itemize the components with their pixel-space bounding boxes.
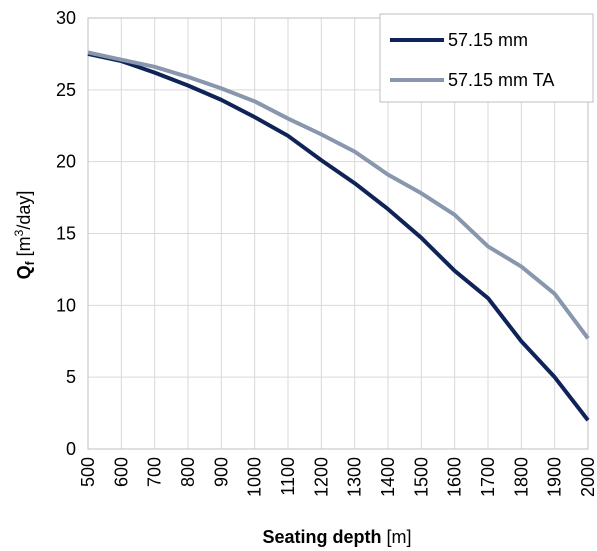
x-tick-label: 1700	[478, 457, 498, 497]
y-axis-title-unit-pre: [m	[14, 236, 34, 261]
y-tick-label: 10	[56, 295, 76, 315]
y-tick-label: 5	[66, 367, 76, 387]
y-axis-title: Qf [m3/day]	[12, 191, 37, 280]
x-tick-label: 1900	[545, 457, 565, 497]
x-axis-title: Seating depth [m]	[262, 527, 411, 547]
x-tick-label: 1000	[245, 457, 265, 497]
y-axis-title-subscript: f	[23, 260, 37, 265]
y-tick-label: 30	[56, 8, 76, 28]
legend-box	[379, 13, 594, 103]
legend-label-57-15-mm: 57.15 mm	[448, 30, 528, 50]
x-tick-label: 1100	[278, 457, 298, 496]
plot-area	[87, 17, 589, 450]
y-tick-label: 20	[56, 152, 76, 172]
x-tick-label: 1300	[345, 457, 365, 497]
legend: 57.15 mm 57.15 mm TA	[379, 13, 594, 103]
x-tick-label: 500	[78, 457, 98, 487]
y-tick-label: 15	[56, 224, 76, 244]
y-tick-label: 25	[56, 80, 76, 100]
y-axis-title-superscript: 3	[12, 229, 26, 236]
x-tick-label: 1800	[511, 457, 531, 497]
x-axis-ticks: 500 600 700 800 900 1000 1100 1200 1300 1400 1500 1…	[78, 457, 597, 497]
legend-label-57-15-mm-ta: 57.15 mm TA	[448, 70, 554, 90]
y-tick-label: 0	[66, 439, 76, 459]
x-tick-label: 1400	[378, 457, 398, 497]
x-tick-label: 600	[111, 457, 131, 487]
x-tick-label: 2000	[578, 457, 597, 497]
x-tick-label: 1600	[445, 457, 465, 497]
x-axis-title-bold: Seating depth	[262, 527, 381, 547]
series-layer	[87, 50, 590, 422]
series-line-0	[87, 51, 590, 422]
x-tick-label: 700	[145, 457, 165, 487]
y-axis-title-unit-post: /day]	[14, 191, 34, 230]
x-tick-label: 900	[211, 457, 231, 487]
x-axis-title-unit: [m]	[382, 527, 412, 547]
plot-border	[87, 17, 589, 450]
y-axis-title-bold: Q	[14, 265, 34, 279]
series-line-1	[87, 50, 590, 340]
x-tick-label: 800	[178, 457, 198, 487]
x-tick-label: 1500	[411, 457, 431, 497]
y-axis-ticks: 0 5 10 15 20 25 30	[56, 8, 76, 459]
x-tick-label: 1200	[311, 457, 331, 497]
